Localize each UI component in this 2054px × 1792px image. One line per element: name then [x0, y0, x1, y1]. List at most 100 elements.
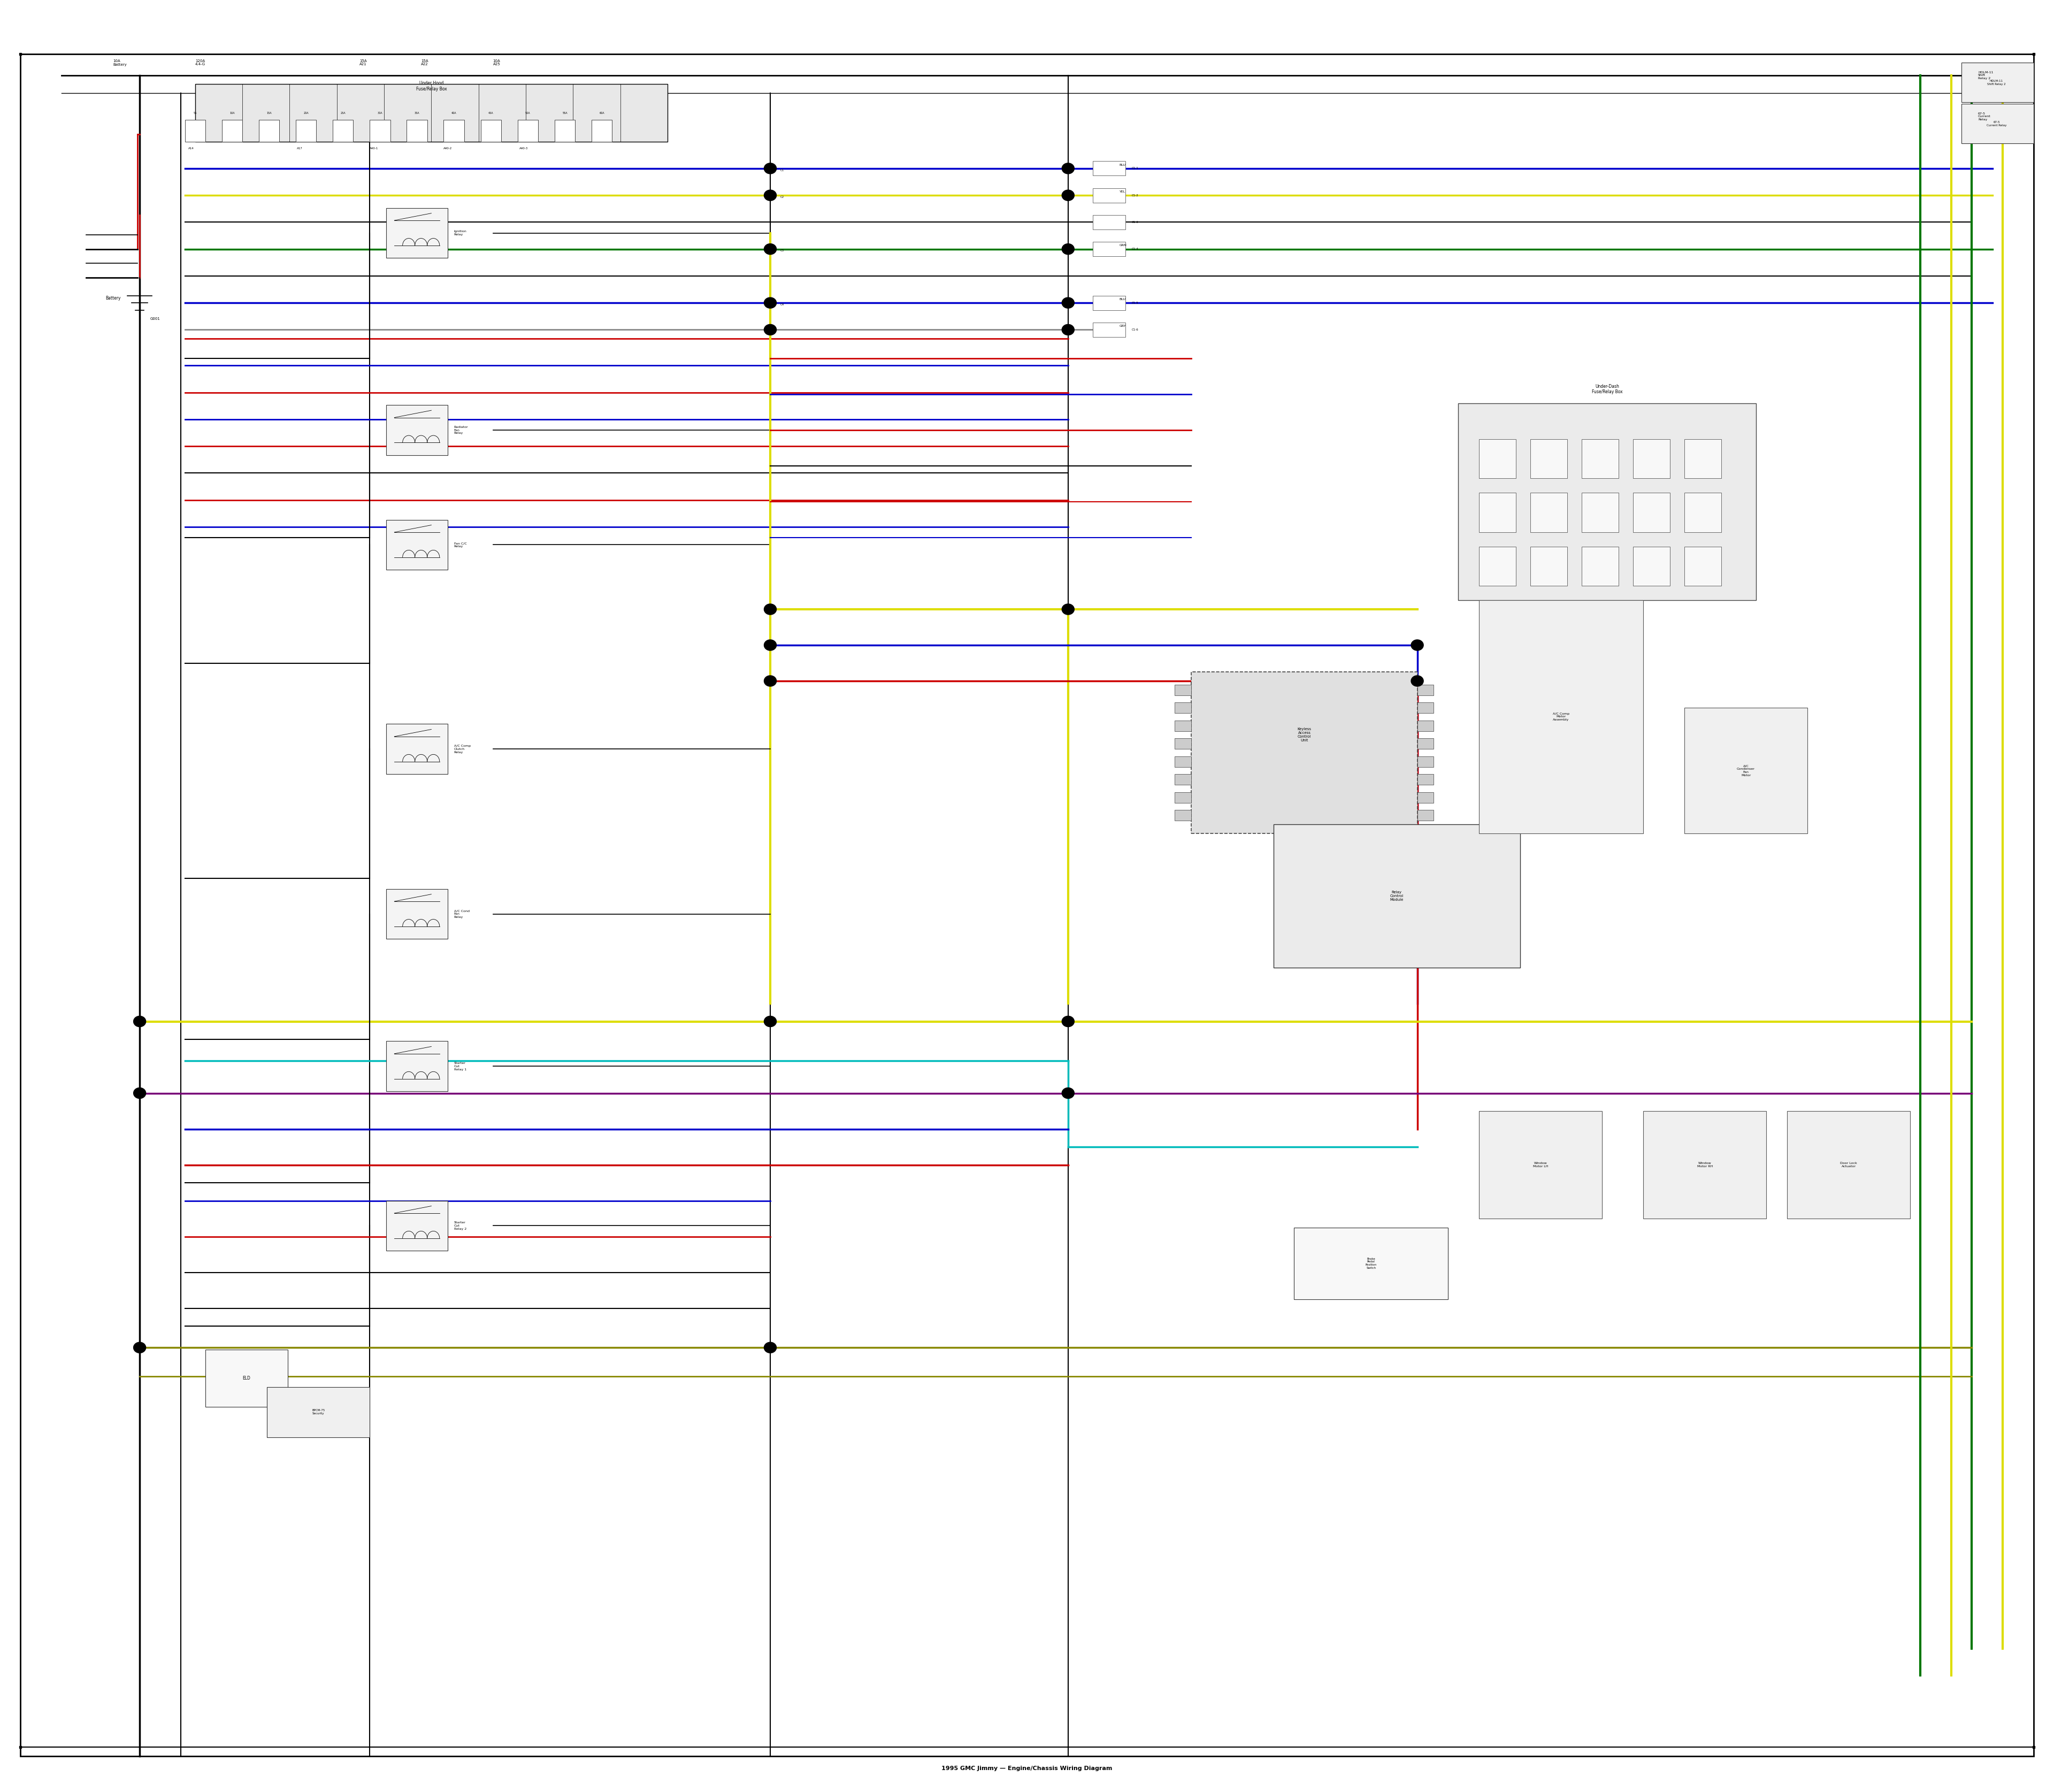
- Text: 55A: 55A: [563, 113, 567, 115]
- Text: 15A
A21: 15A A21: [359, 59, 368, 66]
- Bar: [386, 208, 448, 258]
- Bar: [1530, 493, 1567, 532]
- Circle shape: [764, 324, 776, 335]
- Bar: [1294, 1228, 1448, 1299]
- Text: C1-3: C1-3: [1132, 220, 1138, 224]
- Bar: [555, 120, 575, 142]
- Bar: [1633, 493, 1670, 532]
- Text: 10A: 10A: [230, 113, 234, 115]
- Bar: [1175, 792, 1191, 803]
- Text: 15A: 15A: [267, 113, 271, 115]
- Circle shape: [1062, 1088, 1074, 1098]
- Bar: [1787, 1111, 1910, 1219]
- Circle shape: [764, 190, 776, 201]
- Bar: [1633, 439, 1670, 478]
- Text: A/C Comp
Motor
Assembly: A/C Comp Motor Assembly: [1553, 713, 1569, 720]
- Bar: [370, 120, 390, 142]
- Text: BLU: BLU: [1119, 297, 1126, 301]
- Bar: [1530, 547, 1567, 586]
- Text: 120A
4.4-G: 120A 4.4-G: [195, 59, 205, 66]
- Text: C1-1: C1-1: [1132, 167, 1138, 170]
- Bar: [1582, 547, 1619, 586]
- Bar: [1633, 547, 1670, 586]
- Bar: [1417, 702, 1434, 713]
- Bar: [386, 724, 448, 774]
- Bar: [1093, 323, 1126, 337]
- Circle shape: [1062, 163, 1074, 174]
- Bar: [1417, 720, 1434, 731]
- Text: A40-3: A40-3: [520, 147, 528, 149]
- Bar: [1582, 493, 1619, 532]
- Circle shape: [764, 1016, 776, 1027]
- Bar: [386, 520, 448, 570]
- Bar: [1530, 439, 1567, 478]
- Text: Keyless
Access
Control
Unit: Keyless Access Control Unit: [1298, 728, 1310, 742]
- Text: HDLM-11
Shift
Relay 2: HDLM-11 Shift Relay 2: [1978, 72, 1992, 79]
- Circle shape: [1062, 190, 1074, 201]
- Bar: [1273, 824, 1520, 968]
- Text: Window
Motor RH: Window Motor RH: [1697, 1161, 1713, 1168]
- Text: Radiator
Fan
Relay: Radiator Fan Relay: [454, 426, 468, 434]
- Text: Under-Dash
Fuse/Relay Box: Under-Dash Fuse/Relay Box: [1592, 383, 1623, 394]
- Text: A40-1: A40-1: [370, 147, 378, 149]
- Bar: [1582, 439, 1619, 478]
- Circle shape: [1411, 676, 1423, 686]
- Circle shape: [1062, 1016, 1074, 1027]
- Text: YEL: YEL: [1119, 190, 1126, 194]
- Text: C1-2: C1-2: [1132, 194, 1138, 197]
- Bar: [333, 120, 353, 142]
- Bar: [1417, 738, 1434, 749]
- Text: GRN: GRN: [1119, 244, 1128, 247]
- Bar: [1175, 810, 1191, 821]
- Circle shape: [134, 1088, 146, 1098]
- Bar: [1684, 547, 1721, 586]
- Text: Window
Motor LH: Window Motor LH: [1532, 1161, 1549, 1168]
- Text: 50A: 50A: [526, 113, 530, 115]
- Text: A17: A17: [298, 147, 302, 149]
- Text: Battery: Battery: [105, 296, 121, 301]
- Text: Ignition
Relay: Ignition Relay: [454, 229, 466, 237]
- Text: Under Hood
Fuse/Relay Box: Under Hood Fuse/Relay Box: [415, 81, 448, 91]
- Text: 45A: 45A: [489, 113, 493, 115]
- Bar: [1643, 1111, 1766, 1219]
- Circle shape: [134, 1016, 146, 1027]
- Text: Brake
Pedal
Position
Switch: Brake Pedal Position Switch: [1366, 1258, 1376, 1269]
- Bar: [1479, 547, 1516, 586]
- Circle shape: [1062, 604, 1074, 615]
- Bar: [518, 120, 538, 142]
- Text: 67-5
Current
Relay: 67-5 Current Relay: [1978, 113, 1990, 120]
- Bar: [386, 1201, 448, 1251]
- Text: 40A: 40A: [452, 113, 456, 115]
- Bar: [1684, 708, 1808, 833]
- Bar: [1093, 161, 1126, 176]
- Text: C1-6: C1-6: [1132, 328, 1138, 332]
- Text: Door Lock
Actuator: Door Lock Actuator: [1840, 1161, 1857, 1168]
- Text: GRY: GRY: [1119, 324, 1126, 328]
- Bar: [1093, 296, 1126, 310]
- Text: BPCM-75
Security: BPCM-75 Security: [312, 1409, 325, 1416]
- Bar: [1175, 720, 1191, 731]
- Text: C3: C3: [781, 249, 785, 253]
- Text: C1-4: C1-4: [1132, 247, 1138, 251]
- Circle shape: [1411, 640, 1423, 650]
- Circle shape: [764, 604, 776, 615]
- Bar: [1175, 738, 1191, 749]
- Text: C1-5: C1-5: [1132, 301, 1138, 305]
- Bar: [1458, 403, 1756, 600]
- Circle shape: [134, 1342, 146, 1353]
- Bar: [1479, 439, 1516, 478]
- Bar: [1175, 774, 1191, 785]
- Circle shape: [764, 1342, 776, 1353]
- Text: Fan C/C
Relay: Fan C/C Relay: [454, 541, 466, 548]
- Text: G001: G001: [150, 317, 160, 321]
- Bar: [444, 120, 464, 142]
- Bar: [1093, 215, 1126, 229]
- Circle shape: [764, 244, 776, 254]
- Text: 60A: 60A: [600, 113, 604, 115]
- Bar: [296, 120, 316, 142]
- Text: 5A: 5A: [193, 113, 197, 115]
- Circle shape: [1062, 244, 1074, 254]
- Bar: [1191, 672, 1417, 833]
- Bar: [1479, 600, 1643, 833]
- Text: 1995 GMC Jimmy — Engine/Chassis Wiring Diagram: 1995 GMC Jimmy — Engine/Chassis Wiring D…: [941, 1767, 1113, 1770]
